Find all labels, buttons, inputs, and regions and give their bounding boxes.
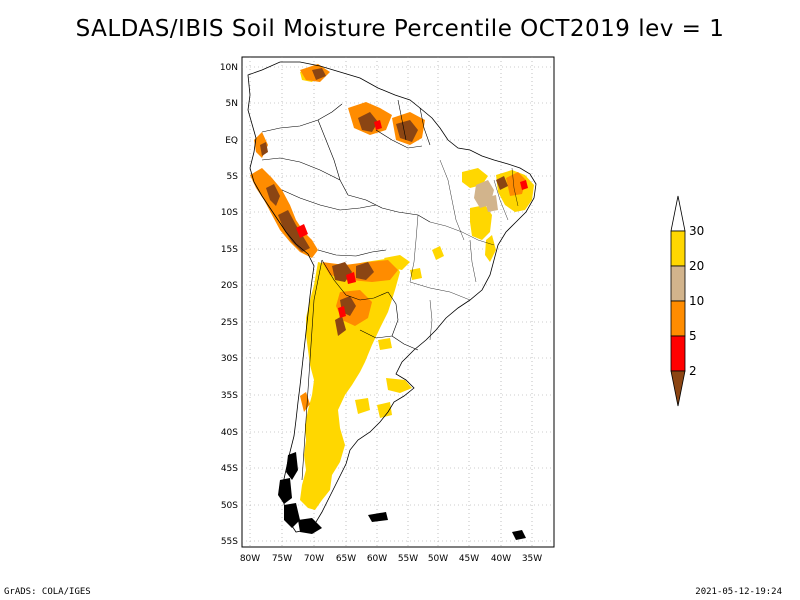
- lat-label: 30S: [221, 354, 238, 364]
- legend-label: 5: [689, 329, 697, 343]
- lon-label: 45W: [459, 554, 479, 564]
- lon-label: 70W: [304, 554, 324, 564]
- lat-label: 5S: [227, 172, 239, 182]
- footer-timestamp: 2021-05-12-19:24: [695, 587, 782, 597]
- legend-swatch-2-5: [670, 335, 686, 372]
- legend-swatch-10-20: [670, 265, 686, 302]
- lat-label: EQ: [225, 136, 238, 146]
- map-title: SALDAS/IBIS Soil Moisture Percentile OCT…: [75, 16, 725, 42]
- lat-label: 35S: [221, 391, 238, 401]
- lat-label: 25S: [221, 318, 238, 328]
- lat-label: 50S: [221, 501, 238, 511]
- continent-outline: [247, 61, 537, 533]
- color-bar-legend: [670, 195, 686, 407]
- lat-label: 55S: [221, 537, 238, 547]
- state-borders: [409, 159, 519, 341]
- coastal-islands: [278, 452, 526, 540]
- lon-label: 50W: [428, 554, 448, 564]
- percentile-below-2-areas: [260, 68, 508, 336]
- legend-label: 2: [689, 364, 697, 378]
- lon-label: 65W: [336, 554, 356, 564]
- longitude-labels: 80W 75W 70W 65W 60W 55W 50W 45W 40W 35W: [240, 554, 542, 564]
- lat-label: 40S: [221, 428, 238, 438]
- country-borders: [261, 99, 431, 481]
- lat-label: 15S: [221, 245, 238, 255]
- legend-labels: 30 20 10 5 2: [689, 224, 704, 378]
- percentile-2-5-areas: [296, 120, 528, 318]
- lon-label: 55W: [398, 554, 418, 564]
- legend-swatch-below-2: [670, 370, 686, 407]
- legend-label: 20: [689, 259, 704, 273]
- legend-swatch-20-30: [670, 230, 686, 267]
- lat-label: 20S: [221, 281, 238, 291]
- lon-label: 60W: [367, 554, 387, 564]
- legend-swatch-5-10: [670, 300, 686, 337]
- lat-label: 10N: [220, 63, 238, 73]
- lat-label: 5N: [226, 99, 238, 109]
- lon-label: 35W: [522, 554, 542, 564]
- legend-label: 10: [689, 294, 704, 308]
- legend-swatch-above-30: [670, 195, 686, 232]
- lon-label: 40W: [491, 554, 511, 564]
- footer-credit: GrADS: COLA/IGES: [4, 587, 91, 597]
- lat-label: 10S: [221, 208, 238, 218]
- latitude-labels: 10N 5N EQ 5S 10S 15S 20S 25S 30S 35S 40S…: [220, 63, 238, 547]
- legend-label: 30: [689, 224, 704, 238]
- lon-label: 80W: [240, 554, 260, 564]
- percentile-10-20-areas: [474, 180, 498, 212]
- lat-label: 45S: [221, 464, 238, 474]
- lon-label: 75W: [272, 554, 292, 564]
